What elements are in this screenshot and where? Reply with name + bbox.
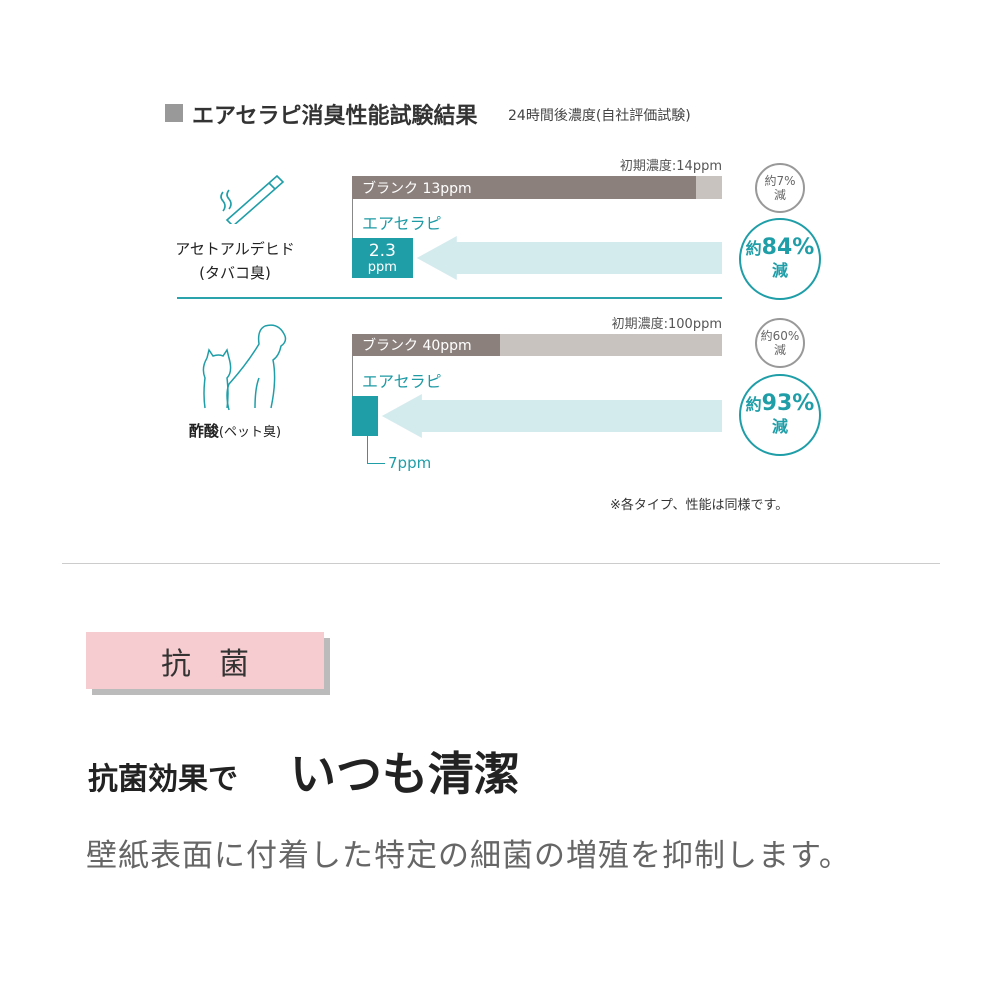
product-label: エアセラピ [362,372,442,391]
product-value: 7ppm [388,454,432,472]
initial-bar: ブランク 40ppm [352,334,722,356]
product-value: 2.3 [368,241,396,261]
chart-subtitle: 24時間後濃度(自社評価試験) [508,108,691,124]
blank-reduction-badge: 約7% 減 [755,163,805,213]
product-reduction-badge: 約93% 減 [739,374,821,456]
group-divider [177,297,722,299]
badge-unit: 減 [771,260,788,280]
section-description: 壁紙表面に付着した特定の細菌の増殖を抑制します。 [86,838,851,874]
blank-reduction-badge: 約60% 減 [755,318,805,368]
product-bar: 2.3 ppm [352,238,413,278]
section-tag: 抗菌 [86,632,324,689]
product-reduction-badge: 約84% 減 [739,218,821,300]
arrow-shape [416,236,722,280]
product-label: エアセラピ [362,214,442,233]
chart-title: エアセラピ消臭性能試験結果 [192,104,478,129]
leader-line [367,463,385,464]
product-bar [352,396,378,436]
badge-value: 84% [761,234,815,260]
reduction-arrow [381,394,722,438]
badge-value: 約60% [760,329,800,343]
leader-line [367,420,368,464]
cigarette-icon [220,174,285,224]
dog-cat-icon [202,324,287,411]
blank-bar: ブランク 40ppm [352,334,500,356]
title-marker [165,104,183,122]
heading-small: 抗菌効果で [88,762,238,797]
blank-bar: ブランク 13ppm [352,176,696,199]
product-unit: ppm [367,260,397,275]
badge-value: 93% [761,390,815,416]
initial-label: 初期濃度:100ppm [611,317,722,332]
initial-label: 初期濃度:14ppm [619,159,722,174]
footnote: ※各タイプ、性能は同様です。 [610,498,789,513]
heading-large: いつも清潔 [290,747,520,801]
badge-value: 約7% [764,174,796,188]
section-divider [62,563,940,564]
group-name: アセトアルデヒド [175,240,295,258]
badge-prefix: 約 [745,238,762,258]
badge-unit: 減 [771,416,788,436]
badge-unit: 減 [773,343,786,357]
reduction-arrow [416,236,722,280]
group-sub: (ペット臭) [218,425,282,440]
badge-unit: 減 [773,188,786,202]
group-name-line: 酢酸(ペット臭) [160,420,310,444]
group-sub: (タバコ臭) [199,264,271,282]
initial-bar: ブランク 13ppm [352,176,722,199]
badge-prefix: 約 [745,394,762,414]
arrow-shape [381,394,722,438]
group-name: 酢酸 [188,422,219,440]
